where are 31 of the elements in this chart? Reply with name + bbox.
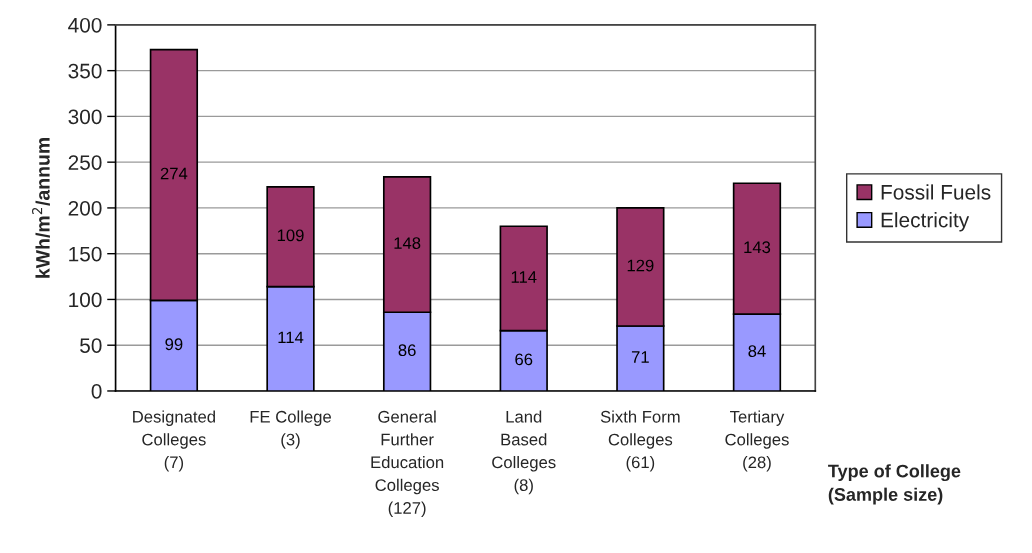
data-label: 86 bbox=[398, 344, 416, 357]
legend-label: Fossil Fuels bbox=[881, 184, 991, 200]
data-label: 66 bbox=[515, 353, 533, 366]
y-tick-label: 50 bbox=[80, 338, 102, 353]
data-label: 114 bbox=[278, 331, 304, 344]
x-tick-label: Designated Colleges (7) bbox=[133, 410, 215, 472]
x-tick-label: Sixth Form Colleges (61) bbox=[600, 410, 680, 472]
y-tick-label: 0 bbox=[91, 383, 102, 399]
data-label: 109 bbox=[277, 229, 304, 242]
y-axis-title: kWh/m$^{2}$/annum bbox=[32, 138, 50, 278]
y-tick-label: 150 bbox=[69, 246, 102, 262]
y-tick-label: 350 bbox=[68, 63, 102, 79]
x-tick-label: Land Based Colleges (8) bbox=[492, 410, 556, 495]
x-tick-label: Tertiary Colleges (28) bbox=[725, 410, 789, 472]
x-tick-label: FE College (3) bbox=[250, 410, 331, 449]
y-tick-label: 100 bbox=[69, 292, 102, 308]
data-label: 143 bbox=[744, 241, 771, 254]
x-axis-title: Type of College (Sample size) bbox=[828, 464, 961, 505]
legend-label: Electricity bbox=[881, 212, 970, 232]
data-label: 99 bbox=[165, 338, 183, 351]
data-label: 71 bbox=[631, 351, 649, 363]
y-tick-label: 300 bbox=[68, 109, 102, 125]
y-tick-label: 250 bbox=[68, 155, 102, 170]
y-tick-label: 400 bbox=[68, 17, 102, 33]
y-tick-label: 200 bbox=[68, 200, 102, 216]
data-label: 114 bbox=[511, 271, 537, 283]
data-label: 129 bbox=[627, 259, 654, 272]
data-label: 84 bbox=[748, 345, 766, 358]
x-tick-label: General Further Education Colleges (127) bbox=[371, 410, 444, 518]
data-label: 274 bbox=[160, 167, 188, 180]
data-label: 148 bbox=[394, 237, 421, 250]
